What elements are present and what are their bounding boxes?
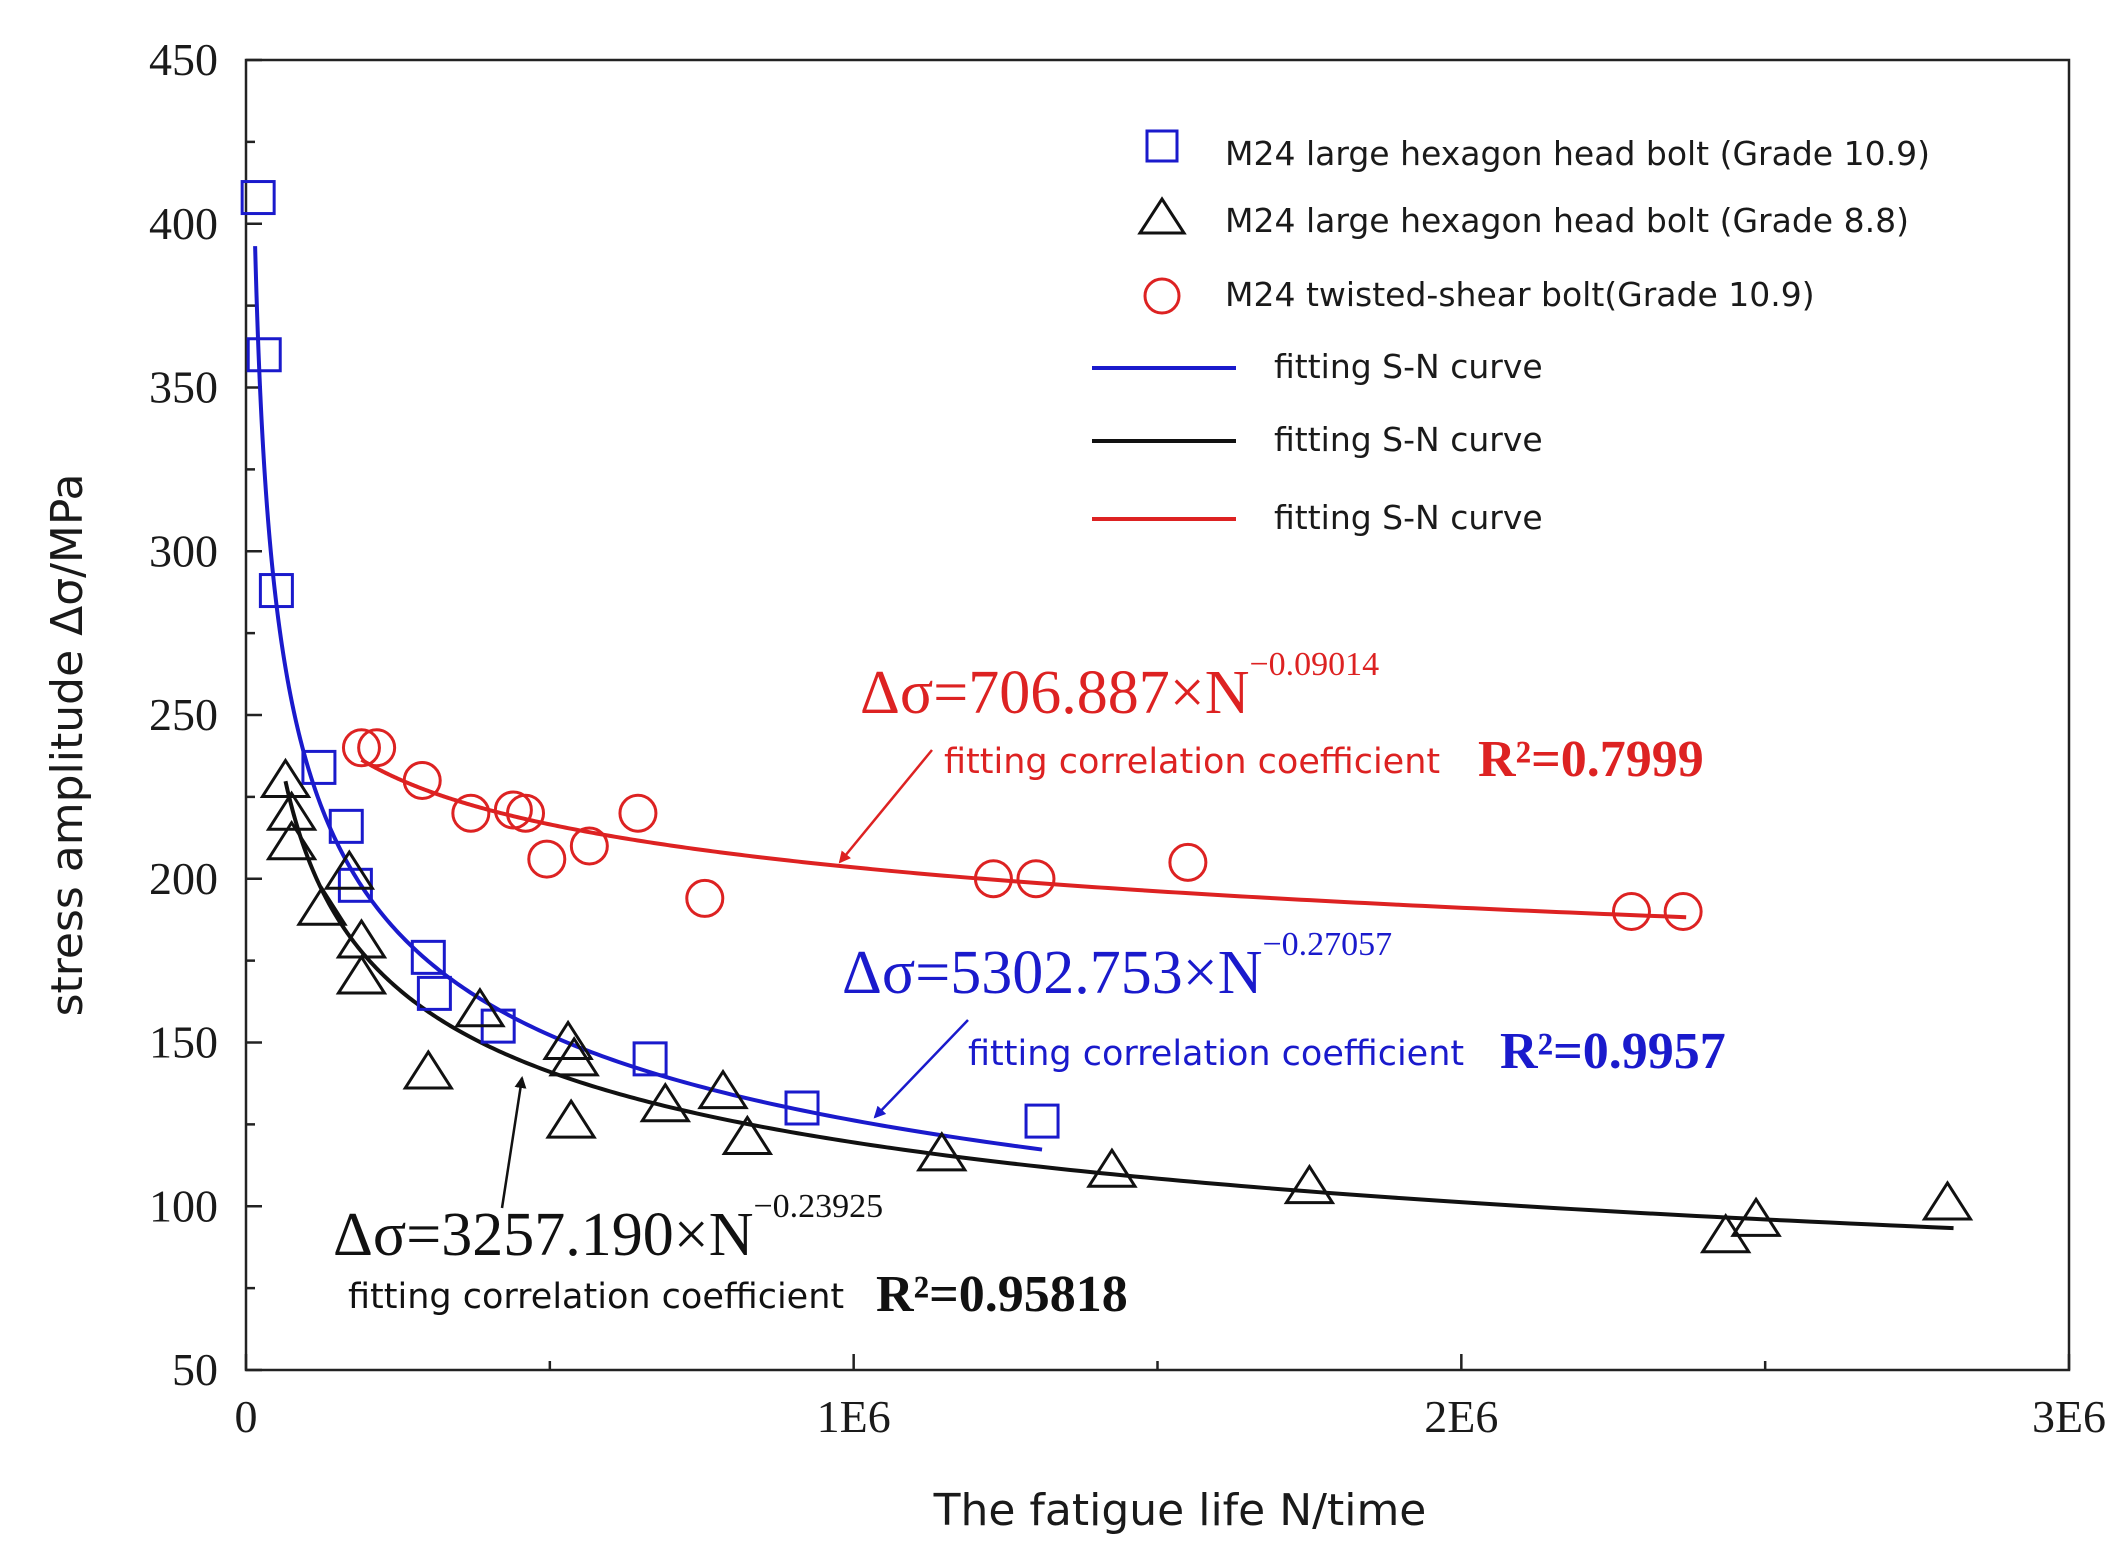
legend-entry-fit-red: fitting S-N curve xyxy=(1092,498,1543,537)
black-arrow xyxy=(500,1076,527,1209)
triangle-point xyxy=(545,1098,597,1139)
blue-equation: Δσ=5302.753×N−0.27057 xyxy=(842,926,1392,1007)
fit-curve-2 xyxy=(360,758,1687,920)
triangle-point xyxy=(548,1036,600,1077)
y-tick-label: 350 xyxy=(149,362,218,413)
annotation-blue: Δσ=5302.753×N−0.27057 fitting correlatio… xyxy=(842,926,1726,1119)
x-axis-title: The fatigue life N/time xyxy=(933,1485,1427,1536)
x-tick-label: 0 xyxy=(235,1391,258,1442)
circle-point xyxy=(527,839,567,879)
triangle-point xyxy=(454,986,506,1028)
legend-circle-marker xyxy=(1143,277,1181,315)
black-equation: Δσ=3257.190×N−0.23925 xyxy=(333,1188,883,1269)
triangle-point xyxy=(1283,1163,1336,1205)
circle-point xyxy=(402,761,442,800)
legend-entry-grade-8-8: M24 large hexagon head bolt (Grade 8.8) xyxy=(1137,196,1909,240)
x-axis-ticks: 0 1E6 2E6 3E6 xyxy=(235,1354,2106,1442)
legend: M24 large hexagon head bolt (Grade 10.9)… xyxy=(1092,129,1930,537)
black-r2: R²=0.95818 xyxy=(876,1266,1128,1323)
y-tick-label: 200 xyxy=(149,853,218,904)
red-corr-label: fitting correlation coefficient xyxy=(944,742,1440,782)
circle-point xyxy=(341,728,381,768)
annotation-red: Δσ=706.887×N−0.09014 fitting correlation… xyxy=(838,646,1704,864)
red-arrow xyxy=(838,749,933,864)
x-tick-label: 2E6 xyxy=(1424,1391,1498,1442)
blue-r2: R²=0.9957 xyxy=(1500,1023,1726,1080)
y-tick-label: 400 xyxy=(149,198,218,249)
triangle-point xyxy=(916,1131,968,1172)
square-point xyxy=(258,573,294,609)
red-equation: Δσ=706.887×N−0.09014 xyxy=(860,646,1379,727)
square-point xyxy=(1024,1103,1060,1139)
black-corr-label: fitting correlation coefficient xyxy=(348,1277,844,1317)
triangle-point xyxy=(721,1114,774,1155)
triangle-point xyxy=(1699,1212,1752,1254)
triangle-point xyxy=(259,757,312,798)
triangle-point xyxy=(639,1081,692,1123)
triangle-point xyxy=(697,1068,749,1110)
y-tick-label: 100 xyxy=(149,1180,218,1231)
legend-entry-fit-black: fitting S-N curve xyxy=(1092,420,1543,459)
triangle-point xyxy=(402,1049,455,1090)
circle-point xyxy=(451,793,491,833)
square-point xyxy=(240,180,276,216)
legend-label-fit-red: fitting S-N curve xyxy=(1274,498,1543,537)
triangle-point xyxy=(1730,1196,1782,1237)
y-axis-ticks: 50 100 150 200 250 300 350 400 450 xyxy=(149,34,262,1395)
triangle-point xyxy=(335,954,388,995)
square-point xyxy=(301,749,337,785)
legend-label-grade-8-8: M24 large hexagon head bolt (Grade 8.8) xyxy=(1225,201,1909,240)
square-point xyxy=(246,337,282,373)
legend-triangle-marker xyxy=(1137,196,1187,235)
triangle-point xyxy=(323,849,376,890)
circle-point xyxy=(1016,859,1056,899)
legend-label-fit-blue: fitting S-N curve xyxy=(1274,347,1543,386)
y-axis-title: stress amplitude Δσ/MPa xyxy=(42,474,93,1017)
square-point xyxy=(410,939,446,975)
square-point xyxy=(416,975,452,1011)
triangle-point xyxy=(265,819,318,861)
legend-entry-twisted-shear: M24 twisted-shear bolt(Grade 10.9) xyxy=(1143,275,1815,315)
x-tick-label: 1E6 xyxy=(817,1391,891,1442)
triangle-point xyxy=(1921,1180,1974,1221)
y-tick-label: 250 xyxy=(149,689,218,740)
circle-point xyxy=(1611,892,1651,931)
triangle-point xyxy=(1086,1147,1138,1188)
circle-point xyxy=(1168,842,1208,882)
square-point xyxy=(328,808,364,844)
data-series xyxy=(240,180,1974,1254)
circle-point xyxy=(973,859,1013,899)
legend-label-twisted-shear: M24 twisted-shear bolt(Grade 10.9) xyxy=(1225,275,1815,314)
x-tick-label: 3E6 xyxy=(2032,1391,2106,1442)
circle-point xyxy=(506,793,546,833)
blue-corr-label: fitting correlation coefficient xyxy=(968,1034,1464,1074)
y-tick-label: 150 xyxy=(149,1017,218,1068)
circle-point xyxy=(1663,892,1703,931)
triangle-point xyxy=(265,790,318,831)
legend-square-marker xyxy=(1145,129,1179,163)
circle-point xyxy=(618,793,658,833)
circle-point xyxy=(685,878,725,918)
y-tick-label: 50 xyxy=(172,1344,218,1395)
circle-point xyxy=(357,728,397,768)
legend-entry-fit-blue: fitting S-N curve xyxy=(1092,347,1543,386)
legend-label-grade-10-9: M24 large hexagon head bolt (Grade 10.9) xyxy=(1225,134,1930,173)
y-tick-label: 450 xyxy=(149,34,218,85)
square-point xyxy=(784,1090,820,1126)
triangle-point xyxy=(542,1019,594,1060)
blue-arrow xyxy=(873,1019,969,1119)
legend-label-fit-black: fitting S-N curve xyxy=(1274,420,1543,459)
fit-curve-1 xyxy=(283,780,1954,1231)
square-point xyxy=(632,1041,668,1077)
y-tick-label: 300 xyxy=(149,525,218,576)
circle-point xyxy=(569,826,609,866)
annotation-black: Δσ=3257.190×N−0.23925 fitting correlatio… xyxy=(333,1076,1128,1323)
legend-entry-grade-10-9: M24 large hexagon head bolt (Grade 10.9) xyxy=(1145,129,1930,173)
red-r2: R²=0.7999 xyxy=(1478,731,1704,788)
triangle-point xyxy=(296,885,348,926)
